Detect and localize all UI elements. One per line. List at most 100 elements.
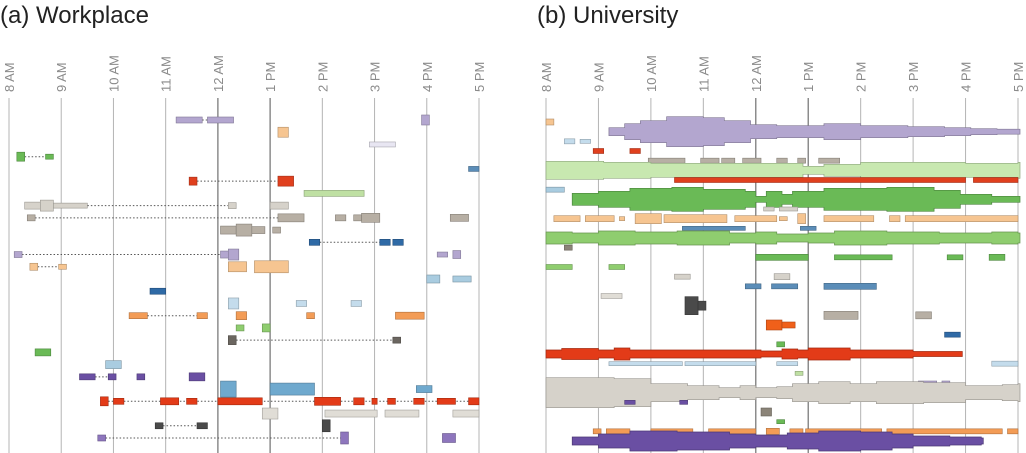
activity-segment [79, 373, 96, 381]
session-row [426, 274, 472, 284]
activity-segment [800, 226, 817, 231]
activity-segment [553, 215, 581, 222]
session-row [16, 151, 54, 162]
activity-segment [235, 311, 247, 320]
activity-segment [606, 428, 631, 435]
activity-segment [624, 400, 636, 405]
activity-segment [58, 263, 67, 270]
session-row [277, 126, 289, 138]
tick-label: 8 AM [2, 62, 17, 92]
activity-segment [794, 371, 804, 376]
activity-segment [468, 397, 480, 406]
activity-segment [220, 380, 237, 398]
session-row [79, 372, 206, 382]
session-row [545, 230, 1021, 246]
activity-segment [175, 116, 203, 124]
tick-label: 5 PM [472, 62, 487, 92]
session-row [97, 431, 456, 445]
activity-segment [619, 216, 625, 221]
session-row [571, 186, 1021, 212]
activity-segment [322, 419, 331, 433]
activity-volume-band [545, 160, 1021, 180]
activity-segment [220, 225, 237, 235]
activity-segment [765, 428, 780, 435]
session-row [763, 206, 799, 212]
session-row [228, 335, 401, 345]
activity-segment [40, 199, 54, 212]
session-row [29, 260, 289, 274]
activity-segment [776, 419, 785, 424]
session-row [220, 223, 281, 237]
activity-segment [384, 409, 420, 418]
activity-segment [392, 336, 401, 344]
tick-label: 8 AM [539, 62, 554, 92]
activity-segment [991, 360, 1019, 367]
activity-segment [13, 251, 23, 258]
activity-segment [26, 214, 36, 222]
activity-segment [697, 300, 707, 311]
activity-segment [196, 312, 208, 319]
session-row [794, 371, 804, 376]
activity-segment [277, 126, 289, 138]
activity-segment [449, 214, 469, 222]
session-row [261, 407, 480, 420]
activity-segment [29, 262, 39, 271]
activity-segment [700, 157, 720, 164]
activity-segment [823, 311, 859, 320]
session-row [228, 297, 362, 310]
tick-label: 3 PM [368, 62, 383, 92]
tick-label: 11 AM [159, 56, 174, 92]
activity-segment [776, 361, 799, 366]
activity-segment [324, 409, 378, 418]
activity-segment [217, 397, 263, 406]
session-row [545, 264, 625, 270]
activity-segment [107, 373, 117, 381]
activity-segment [314, 397, 341, 406]
session-row [944, 331, 961, 338]
activity-segment [608, 264, 625, 270]
activity-segment [545, 186, 565, 193]
session-row [24, 199, 289, 212]
tick-label: 1 PM [801, 62, 816, 92]
activity-segment [392, 239, 404, 246]
tick-label: 1 PM [263, 62, 278, 92]
session-row [545, 118, 555, 126]
session-row [564, 138, 591, 145]
activity-segment [886, 428, 1003, 435]
activity-segment [228, 202, 237, 209]
activity-segment [834, 254, 893, 261]
activity-segment [946, 254, 964, 261]
session-row [26, 213, 469, 223]
activity-segment [564, 244, 573, 251]
workplace-panel: (a) Workplace 8 AM 9 AM 10 AM 11 AM 12 AM 1 P… [0, 0, 512, 453]
activity-segment [436, 251, 448, 258]
session-row [776, 341, 785, 348]
activity-segment [154, 422, 164, 430]
session-row [369, 141, 396, 148]
activity-segment [128, 312, 148, 319]
session-row [303, 190, 365, 197]
activity-segment [353, 214, 362, 222]
activity-segment [442, 433, 456, 443]
session-row [220, 380, 433, 398]
activity-segment [760, 407, 772, 417]
activity-segment [452, 275, 472, 283]
activity-segment [16, 151, 25, 162]
activity-segment [269, 382, 315, 396]
session-row [682, 226, 817, 231]
activity-segment [889, 215, 901, 222]
activity-segment [186, 398, 198, 405]
university-timeline-chart: 8 AM 9 AM 10 AM 11 AM 12 AM 1 PM 2 PM 3 PM 4 PM 5… [539, 55, 1026, 453]
activity-segment [188, 372, 206, 382]
session-row [647, 157, 840, 164]
activity-segment [303, 190, 365, 197]
activity-segment [277, 175, 294, 187]
session-row [823, 311, 932, 320]
activity-segment [765, 319, 783, 331]
activity-segment [608, 361, 683, 366]
session-row [608, 116, 1021, 148]
activity-segment [228, 248, 240, 261]
activity-segment [269, 201, 289, 210]
activity-segment [545, 264, 573, 270]
activity-segment [113, 398, 125, 405]
